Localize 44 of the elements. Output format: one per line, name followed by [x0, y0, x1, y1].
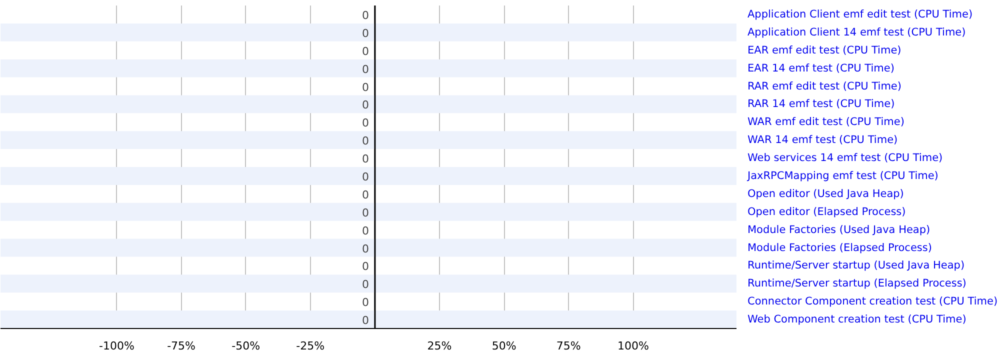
y-tick-label: EAR emf edit test (CPU Time): [748, 44, 902, 56]
data-label: 0: [362, 134, 369, 148]
y-tick-label: Open editor (Used Java Heap): [748, 188, 904, 200]
data-label: 0: [362, 80, 369, 94]
data-label: 0: [362, 8, 369, 22]
x-tick-label: -100%: [99, 340, 134, 352]
data-label: 0: [362, 260, 369, 274]
data-label: 0: [362, 116, 369, 130]
x-tick-label: 75%: [556, 340, 581, 352]
x-tick-label: 50%: [492, 340, 516, 352]
y-tick-label: WAR emf edit test (CPU Time): [748, 116, 904, 128]
y-tick-label: WAR 14 emf test (CPU Time): [748, 134, 898, 146]
data-label: 0: [362, 278, 369, 292]
x-tick-label: -50%: [232, 340, 260, 352]
data-label: 0: [362, 296, 369, 310]
data-label: 0: [362, 224, 369, 238]
y-tick-label: Web services 14 emf test (CPU Time): [748, 152, 943, 164]
y-tick-label: Runtime/Server startup (Elapsed Process): [748, 278, 966, 290]
data-label: 0: [362, 26, 369, 40]
y-tick-label: Web Component creation test (CPU Time): [748, 314, 966, 326]
y-tick-label: Connector Component creation test (CPU Time): [748, 296, 998, 308]
data-label: 0: [362, 206, 369, 220]
y-tick-label: Application Client emf edit test (CPU Time): [748, 8, 973, 20]
data-label: 0: [362, 44, 369, 58]
y-tick-label: EAR 14 emf test (CPU Time): [748, 62, 894, 74]
y-tick-label: Runtime/Server startup (Used Java Heap): [748, 260, 965, 272]
y-tick-label: Module Factories (Elapsed Process): [748, 242, 932, 254]
x-tick-label: 100%: [617, 340, 649, 352]
data-label: 0: [362, 314, 369, 328]
x-tick-label: 25%: [427, 340, 452, 352]
data-label: 0: [362, 62, 369, 76]
y-tick-label: JaxRPCMapping emf test (CPU Time): [746, 170, 938, 182]
data-label: 0: [362, 152, 369, 166]
data-label: 0: [362, 170, 369, 184]
x-tick-label: -25%: [296, 340, 325, 352]
y-tick-label: Module Factories (Used Java Heap): [748, 224, 930, 236]
y-tick-label: RAR 14 emf test (CPU Time): [748, 98, 895, 110]
data-label: 0: [362, 188, 369, 202]
x-tick-label: -75%: [167, 340, 196, 352]
y-tick-label: RAR emf edit test (CPU Time): [748, 80, 902, 92]
y-tick-label: Application Client 14 emf test (CPU Time): [748, 26, 966, 38]
y-tick-label: Open editor (Elapsed Process): [748, 206, 906, 218]
data-label: 0: [362, 98, 369, 112]
data-label: 0: [362, 242, 369, 256]
